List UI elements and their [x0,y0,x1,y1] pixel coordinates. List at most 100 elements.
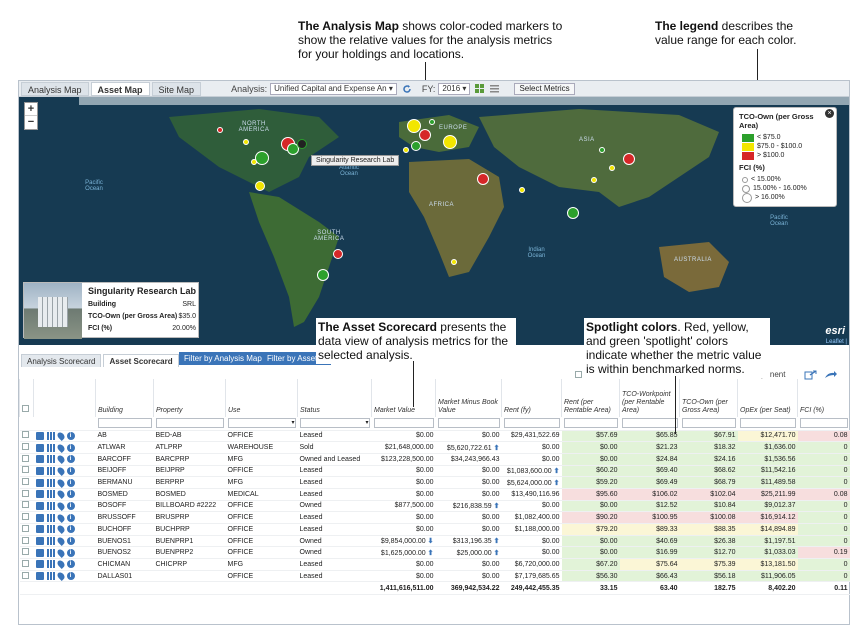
map-marker[interactable] [451,259,457,265]
location-pin-icon[interactable] [55,559,66,570]
map-marker[interactable] [333,249,343,259]
checkbox[interactable] [19,535,34,548]
map-marker[interactable] [251,159,257,165]
map-marker[interactable] [255,181,265,191]
toolbar-checkbox[interactable] [575,371,582,378]
row-checkbox[interactable] [21,524,29,532]
checkbox[interactable] [19,558,34,571]
map-marker[interactable] [407,119,421,133]
tab-analysis-map[interactable]: Analysis Map [21,81,89,96]
location-pin-icon[interactable] [55,430,66,441]
row-checkbox[interactable] [21,548,29,556]
table-row[interactable]: i BUENOS2 BUENPRP2 OFFICE Owned $1,625,000.00… [19,546,850,560]
filter-input[interactable] [681,418,736,429]
map-marker[interactable] [567,207,579,219]
col-property[interactable]: Property [153,379,226,417]
row-checkbox[interactable] [21,478,29,486]
map-view-icon[interactable] [35,572,44,581]
close-icon[interactable]: × [825,109,834,118]
row-checkbox[interactable] [21,571,29,579]
info-icon[interactable]: i [66,537,75,546]
location-pin-icon[interactable] [55,512,66,523]
checkbox[interactable] [19,500,34,513]
col-rent-per-area[interactable]: Rent (per Rentable Area) [561,379,620,417]
refresh-icon[interactable] [402,84,412,94]
col-use[interactable]: Use [225,379,298,417]
filter-input[interactable] [155,418,224,429]
filter-analysis-map-button[interactable]: Filter by Analysis Map [179,352,267,365]
row-checkbox[interactable] [21,431,29,439]
list-view-icon[interactable] [490,84,500,94]
table-row[interactable]: i BRUSSOFF BRUSPRP OFFICE Leased $0.00 $0.00 $1… [19,511,850,524]
map-view-icon[interactable] [35,525,44,534]
filter-input[interactable] [437,418,500,429]
location-pin-icon[interactable] [55,477,66,488]
filter-input[interactable] [503,418,560,429]
fy-select[interactable]: 2016 ▾ [438,82,471,95]
chart-icon[interactable] [46,513,55,522]
map-marker[interactable] [217,127,223,133]
location-pin-icon[interactable] [55,536,66,546]
filter-input[interactable] [739,418,796,429]
map-view-icon[interactable] [35,431,44,440]
checkbox[interactable] [19,430,34,443]
chart-icon[interactable] [46,560,55,569]
tab-asset-scorecard[interactable]: Asset Scorecard [103,354,179,367]
col-tco-workpoint[interactable]: TCO-Workpoint (per Rentable Area) [619,379,680,417]
map-marker[interactable] [255,151,269,165]
location-pin-icon[interactable] [55,454,66,465]
map-view-icon[interactable] [35,501,44,510]
map-view-icon[interactable] [35,466,44,475]
map-marker[interactable] [477,173,489,185]
info-icon[interactable]: i [66,478,75,487]
filter-input[interactable] [799,418,848,429]
info-icon[interactable]: i [66,455,75,464]
row-checkbox[interactable] [21,559,29,567]
info-icon[interactable]: i [66,443,75,452]
table-row[interactable]: i BOSOFF BILLBOARD #2222 OFFICE Owned $877,50… [19,500,850,513]
chart-icon[interactable] [46,466,55,475]
info-icon[interactable]: i [66,572,75,581]
info-icon[interactable]: i [66,513,75,522]
map-marker[interactable] [411,141,421,151]
map-marker[interactable] [317,269,329,281]
location-pin-icon[interactable] [55,442,66,453]
info-icon[interactable]: i [66,501,75,510]
filter-select[interactable]: ▾ [299,418,370,429]
checkbox[interactable] [19,441,34,454]
map-view-icon[interactable] [35,443,44,452]
map-view-icon[interactable] [35,537,44,546]
leaflet-attribution[interactable]: Leaflet | [825,339,847,345]
table-row[interactable]: i DALLAS01 OFFICE Leased $0.00 $0.00 $7,179,68… [19,570,850,583]
location-pin-icon[interactable] [55,547,66,558]
select-all[interactable] [19,379,34,417]
col-rent-fy[interactable]: Rent (fy) [501,379,562,417]
table-row[interactable]: i BUCHOFF BUCHPRP OFFICE Leased $0.00 $0.00 $1,… [19,523,850,536]
chart-icon[interactable] [46,478,55,487]
zoom-out-button[interactable]: − [27,116,35,128]
checkbox[interactable] [19,511,34,524]
map-marker[interactable] [443,135,457,149]
map-marker[interactable] [297,139,307,149]
chart-icon[interactable] [46,537,55,546]
map-view-icon[interactable] [35,560,44,569]
location-pin-icon[interactable] [55,571,66,581]
table-row[interactable]: i ATLWAR ATLPRP WAREHOUSE Sold $21,648,000.00… [19,441,850,454]
row-checkbox[interactable] [21,466,29,474]
info-icon[interactable]: i [66,560,75,569]
filter-input[interactable] [563,418,618,429]
col-market-minus-book[interactable]: Market Minus Book Value [435,379,502,417]
map-marker[interactable] [419,129,431,141]
col-market-value[interactable]: Market Value [371,379,436,417]
tab-asset-map[interactable]: Asset Map [90,81,150,96]
info-icon[interactable]: i [66,466,75,475]
col-status[interactable]: Status [297,379,372,417]
info-icon[interactable]: i [66,548,75,557]
filter-input[interactable] [97,418,152,429]
row-checkbox[interactable] [21,536,29,544]
location-pin-icon[interactable] [55,501,66,511]
map-marker[interactable] [623,153,635,165]
map-marker[interactable] [591,177,597,183]
chart-icon[interactable] [46,525,55,534]
row-checkbox[interactable] [21,443,29,451]
